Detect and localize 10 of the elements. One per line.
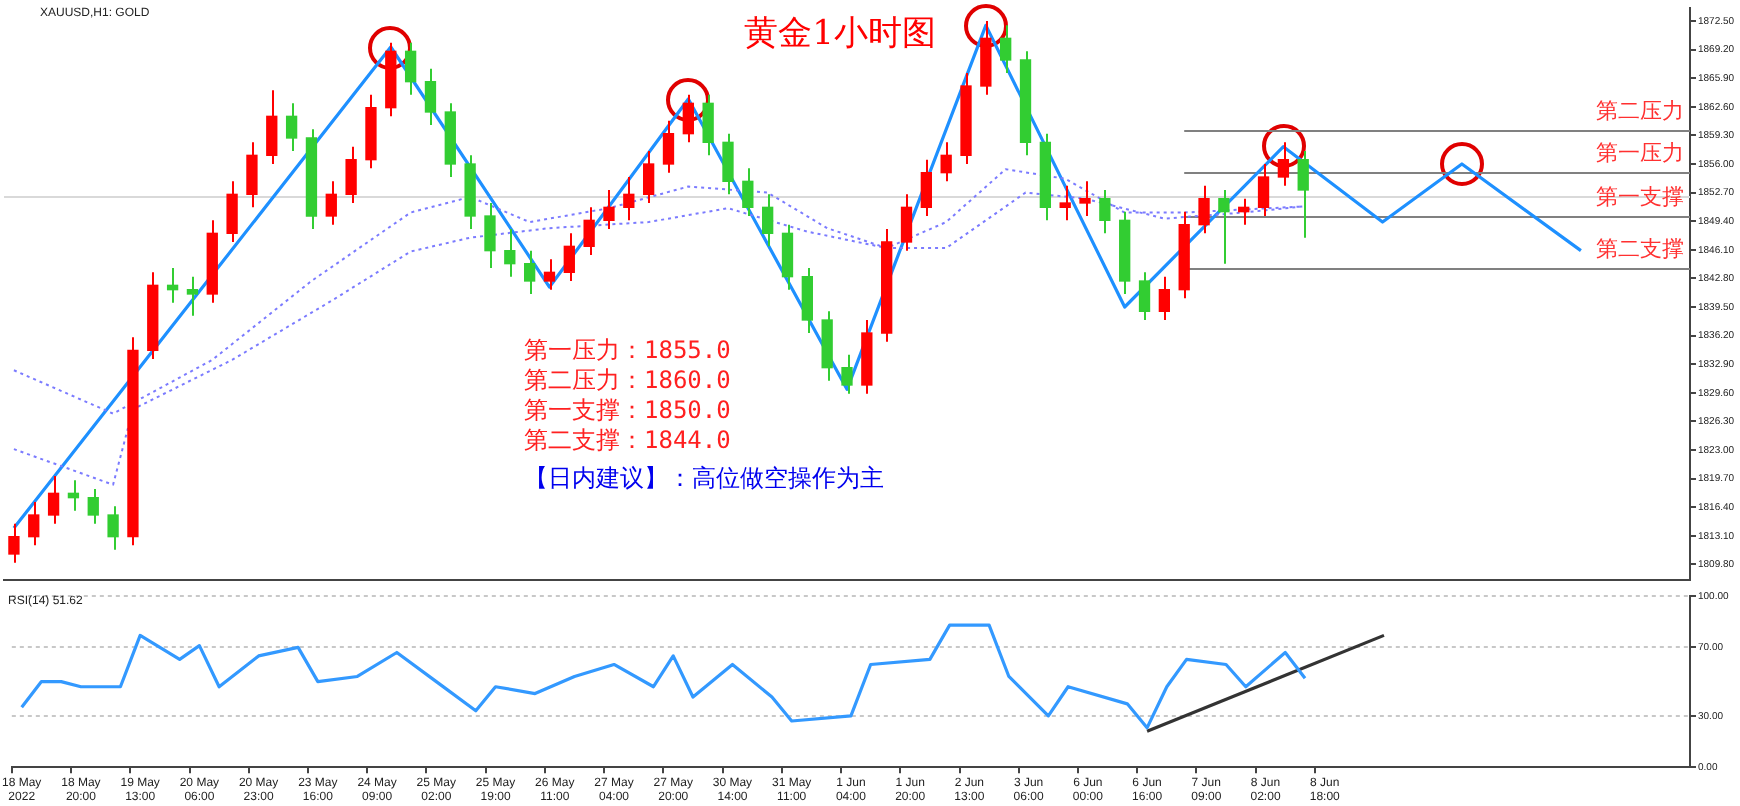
annotation: 【日内建议】：高位做空操作为主 (524, 464, 884, 494)
annotation: 第一支撑：1850.0 (524, 396, 733, 426)
annotation: 第二压力：1860.0 (524, 366, 733, 396)
ref-line-label: 第二支撑 (1596, 235, 1684, 262)
ref-line-label: 第一支撑 (1596, 183, 1684, 210)
annotation: 第一压力：1855.0 (524, 336, 733, 366)
annotation: 第二支撑：1844.0 (524, 426, 733, 456)
ref-line-label: 第二压力 (1596, 97, 1684, 124)
chart-title: 黄金1小时图 (744, 14, 936, 54)
ref-line-label: 第一压力 (1596, 139, 1684, 166)
